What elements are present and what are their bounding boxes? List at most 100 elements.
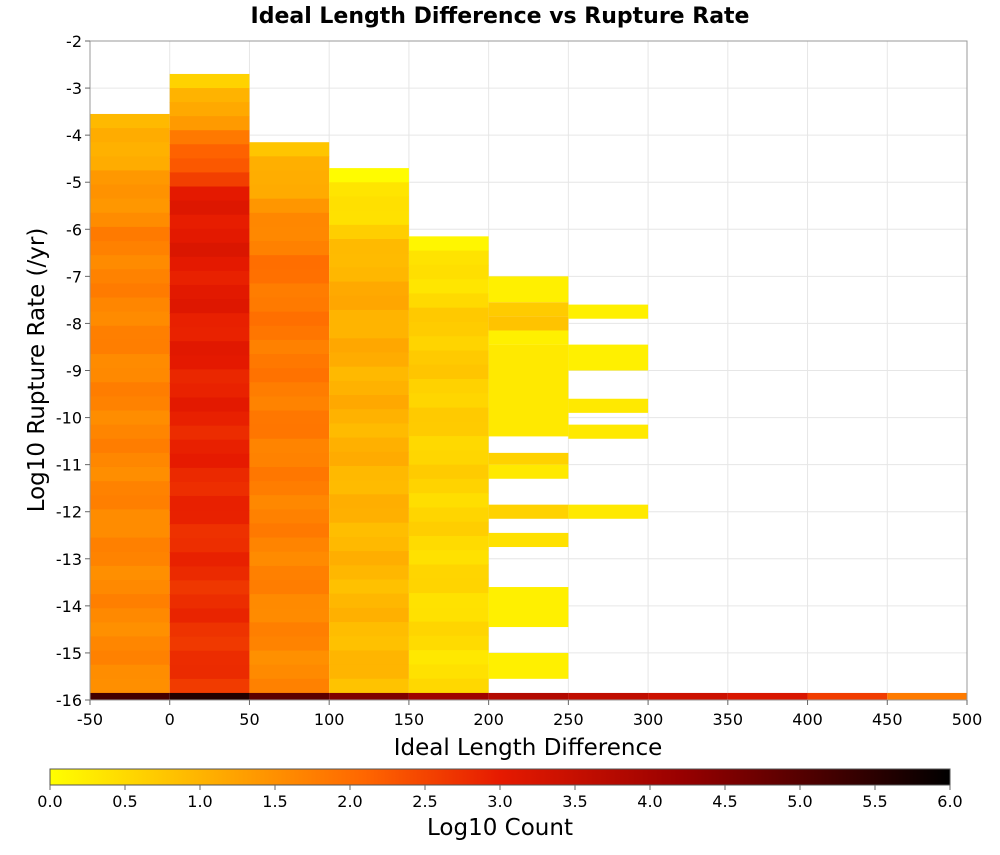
heatmap-cell — [169, 495, 250, 511]
heatmap-cell — [169, 200, 250, 216]
heatmap-cell — [249, 678, 330, 694]
heatmap-cell — [488, 532, 569, 548]
heatmap-cell — [249, 523, 330, 539]
x-tick-label: 450 — [872, 710, 903, 729]
heatmap-cell — [90, 509, 170, 524]
heatmap-cell — [329, 324, 409, 339]
y-tick-label: -11 — [56, 456, 82, 475]
heatmap-cell — [329, 650, 409, 666]
y-axis-ticks: -2 -3 -4 -5 -6 -7 -8 -9 -10 -11 -12 -13 -14 -15 -16 — [56, 32, 90, 710]
heatmap-cell — [169, 678, 250, 694]
colorbar-tick-label: 3.5 — [562, 792, 587, 811]
heatmap-cell — [249, 339, 330, 355]
heatmap-cell — [329, 409, 409, 424]
heatmap-cell — [488, 316, 569, 331]
colorbar-tick-label: 5.5 — [862, 792, 887, 811]
heatmap-cell — [249, 636, 330, 652]
heatmap-cell — [169, 256, 250, 272]
heatmap-cell — [90, 594, 170, 609]
colorbar-tick-label: 0.0 — [37, 792, 62, 811]
heatmap-cell — [249, 551, 330, 567]
heatmap-cell — [90, 325, 170, 341]
chart-title: Ideal Length Difference vs Rupture Rate — [251, 4, 750, 29]
heatmap-cell — [329, 494, 409, 510]
heatmap-cell — [329, 579, 409, 595]
x-tick-label: 300 — [633, 710, 664, 729]
y-tick-label: -16 — [56, 691, 82, 710]
heatmap-cell — [249, 579, 330, 595]
heatmap-cell — [169, 439, 250, 455]
heatmap-cell — [249, 537, 330, 553]
heatmap-cell — [408, 364, 489, 380]
heatmap-cell — [408, 236, 489, 252]
heatmap-cell — [169, 284, 250, 300]
heatmap-cell — [90, 212, 170, 228]
heatmap-cell — [169, 369, 250, 384]
heatmap-cell — [488, 302, 569, 317]
heatmap-cell — [90, 396, 170, 412]
heatmap-bottom-cell — [568, 692, 649, 700]
heatmap-cell — [329, 565, 409, 580]
heatmap-cell — [408, 650, 489, 665]
heatmap-cell — [249, 608, 330, 623]
heatmap-cell — [90, 523, 170, 539]
heatmap-cell — [90, 311, 170, 327]
heatmap-cell — [568, 398, 649, 413]
heatmap-cell — [329, 622, 409, 637]
heatmap-cell — [249, 311, 330, 327]
heatmap-cell — [408, 635, 489, 651]
y-tick-label: -8 — [66, 314, 82, 333]
heatmap-bottom-cell — [727, 692, 808, 700]
heatmap-cell — [249, 396, 330, 412]
heatmap-cell — [249, 495, 330, 510]
heatmap-cell — [329, 267, 409, 283]
heatmap-cell — [169, 158, 250, 173]
heatmap-cell — [169, 538, 250, 553]
heatmap-cell — [249, 156, 330, 171]
heatmap-cell — [169, 313, 250, 328]
colorbar-label: Log10 Count — [427, 815, 573, 841]
heatmap-cell — [249, 382, 330, 397]
heatmap-cell — [169, 566, 250, 581]
heatmap-cell — [249, 269, 330, 284]
heatmap-bottom-cell — [90, 692, 170, 700]
heatmap-cell — [90, 608, 170, 623]
heatmap-cell — [90, 565, 170, 581]
heatmap-cell — [249, 170, 330, 186]
heatmap-cell — [169, 552, 250, 567]
x-tick-label: 350 — [713, 710, 744, 729]
heatmap-cell — [408, 521, 489, 537]
heatmap-cell — [249, 297, 330, 313]
heatmap-cell — [329, 551, 409, 566]
heatmap-cell — [329, 196, 409, 212]
heatmap-cell — [169, 299, 250, 314]
heatmap-cell — [169, 270, 250, 286]
heatmap-cell — [408, 293, 489, 309]
heatmap-cell — [329, 480, 409, 495]
colorbar-tick-label: 4.0 — [637, 792, 662, 811]
heatmap-cell — [329, 508, 409, 524]
heatmap-cell — [249, 466, 330, 482]
heatmap-cell — [249, 452, 330, 468]
heatmap-cell — [329, 465, 409, 481]
heatmap-cell — [408, 564, 489, 580]
heatmap-cell — [169, 355, 250, 370]
heatmap-cell — [488, 587, 569, 628]
heatmap-cell — [90, 664, 170, 680]
heatmap-cell — [329, 522, 409, 538]
heatmap-cell — [249, 354, 330, 369]
x-tick-label: 500 — [952, 710, 983, 729]
heatmap-cell — [169, 481, 250, 497]
heatmap-cell — [249, 184, 330, 200]
heatmap-cell — [488, 276, 569, 303]
heatmap-cell — [329, 607, 409, 623]
y-tick-label: -14 — [56, 597, 82, 616]
heatmap-cell — [249, 255, 330, 270]
heatmap-cell — [408, 279, 489, 294]
heatmap-cell — [90, 142, 170, 157]
heatmap-cell — [249, 438, 330, 454]
heatmap-cell — [329, 253, 409, 268]
heatmap-cell — [249, 509, 330, 524]
heatmap-cell — [90, 579, 170, 595]
